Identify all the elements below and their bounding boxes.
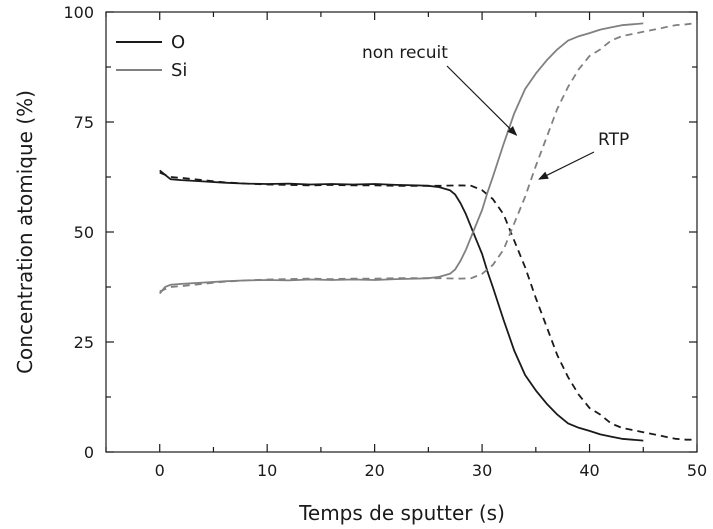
x-tick-label: 50 bbox=[687, 461, 707, 480]
y-tick-label: 0 bbox=[84, 443, 94, 462]
y-tick-label: 25 bbox=[74, 333, 94, 352]
series-line-si-rtp bbox=[159, 22, 698, 293]
x-axis: 0 10 20 30 40 50 bbox=[105, 12, 707, 480]
legend-label-si: Si bbox=[171, 60, 187, 81]
x-tick-label: 20 bbox=[364, 461, 384, 480]
annotation-rtp: RTP bbox=[598, 130, 629, 150]
legend: O Si bbox=[116, 32, 187, 81]
y-tick-label: 50 bbox=[74, 223, 94, 242]
annotation-arrow-non-recuit bbox=[446, 65, 518, 136]
x-tick-label: 0 bbox=[155, 461, 165, 480]
x-tick-label: 40 bbox=[579, 461, 599, 480]
legend-label-o: O bbox=[171, 32, 185, 53]
annotation-arrow-rtp bbox=[538, 151, 595, 180]
x-axis-title: Temps de sputter (s) bbox=[298, 501, 505, 525]
series-line-si-non-recuit bbox=[159, 22, 644, 295]
series-line-o-non-recuit bbox=[159, 169, 644, 442]
y-axis: 0 25 50 75 100 bbox=[63, 3, 697, 462]
annotations: non recuit RTP bbox=[362, 43, 629, 180]
series-layer bbox=[159, 22, 698, 442]
annotation-non-recuit: non recuit bbox=[362, 43, 448, 63]
x-tick-label: 10 bbox=[257, 461, 277, 480]
y-tick-label: 100 bbox=[63, 3, 94, 22]
plot-frame bbox=[105, 11, 698, 453]
x-tick-label: 30 bbox=[472, 461, 492, 480]
y-axis-title: Concentration atomique (%) bbox=[13, 90, 37, 374]
y-tick-label: 75 bbox=[74, 113, 94, 132]
series-line-o-rtp bbox=[159, 171, 697, 441]
